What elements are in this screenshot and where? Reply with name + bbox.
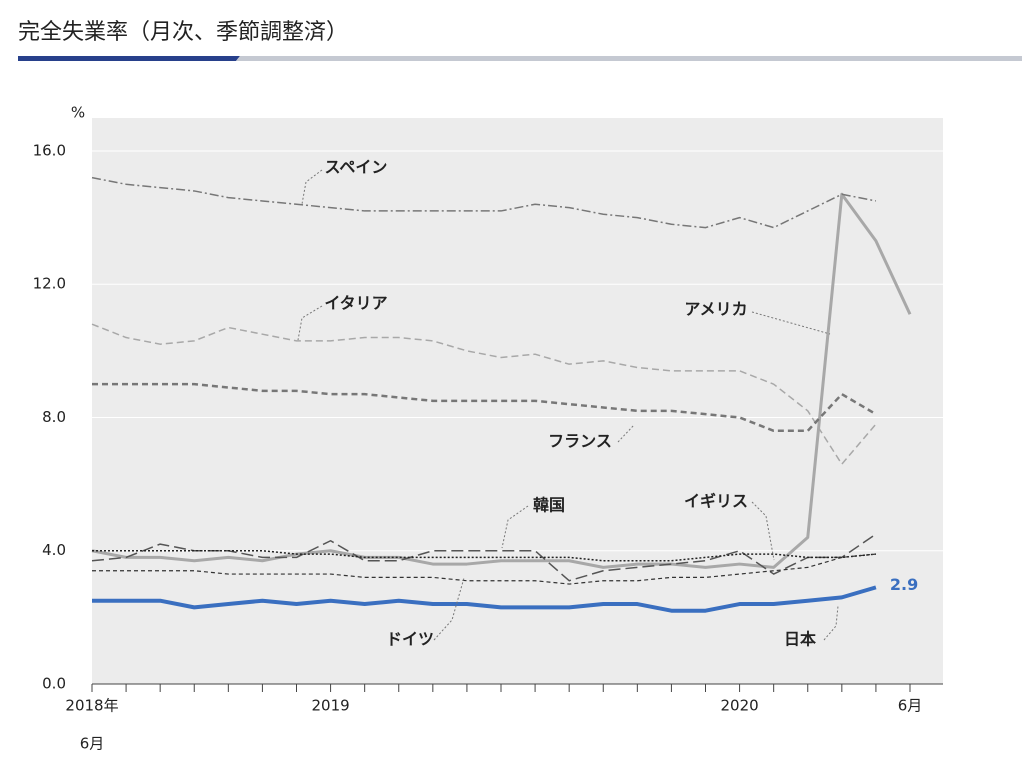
series-line (91, 533, 877, 582)
x-tick-label: 2020 (720, 697, 758, 715)
leader-line (751, 501, 775, 561)
value-label: 2.9 (890, 575, 918, 594)
y-tick-label: 16.0 (33, 141, 66, 159)
leader-line (301, 169, 323, 205)
leader-line (751, 311, 831, 335)
series-label: アメリカ (684, 300, 747, 319)
y-tick-label: 8.0 (42, 408, 66, 426)
plot-background (92, 118, 943, 684)
x-tick-label: 2019 (311, 697, 349, 715)
series-line (92, 553, 876, 585)
y-tick-label: 4.0 (42, 541, 66, 559)
y-unit: % (71, 104, 85, 122)
series-line (91, 323, 877, 465)
series-label: スペイン (325, 158, 388, 177)
leader-line (433, 577, 465, 641)
x-tick-label: 2018年 (65, 697, 118, 715)
series-label: ドイツ (386, 630, 434, 649)
series-line (92, 585, 877, 613)
chart-title: 完全失業率（月次、季節調整済） (18, 20, 348, 45)
series-label: 韓国 (533, 496, 565, 515)
series-line (92, 382, 877, 433)
series-label: イタリア (324, 294, 387, 313)
y-tick-label: 0.0 (42, 675, 66, 693)
x-tick-label: 6月 (898, 697, 923, 715)
series-line (91, 192, 912, 569)
series-line (91, 176, 877, 229)
series-label: イギリス (684, 492, 748, 511)
title-bar (18, 56, 240, 61)
leader-line (501, 505, 529, 549)
series-label: 日本 (784, 630, 816, 649)
x-tick-sublabel: 6月 (80, 735, 105, 753)
y-tick-label: 12.0 (33, 275, 66, 293)
title-rule (236, 56, 1022, 61)
series-line (92, 549, 876, 562)
series-label: フランス (548, 432, 612, 451)
